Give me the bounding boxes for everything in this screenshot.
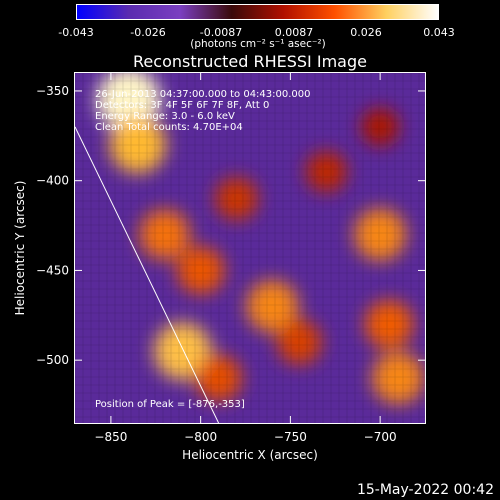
- colorbar-tick-label: 0.0087: [274, 26, 314, 39]
- emission-source: [195, 354, 242, 402]
- chart-title: Reconstructed RHESSI Image: [133, 52, 367, 71]
- emission-source: [153, 322, 212, 380]
- emission-source: [305, 151, 347, 193]
- colorbar-tick-label: -0.043: [58, 26, 94, 39]
- colorbar-tick-label: 0.043: [423, 26, 455, 39]
- colorbar-tick-label: -0.0087: [199, 26, 243, 39]
- info-line: 26-Jun-2013 04:37:00.000 to 04:43:00.000: [95, 89, 311, 100]
- emission-source: [215, 177, 258, 220]
- colorbar: [76, 4, 439, 20]
- x-tick-label: −850: [94, 430, 127, 444]
- x-tick-label: −800: [184, 430, 217, 444]
- solar-limb-line: [75, 126, 220, 423]
- footer-date: 15-May-2022 00:42: [356, 482, 494, 498]
- y-tick-label: −450: [36, 263, 69, 277]
- x-tick-label: −750: [274, 430, 307, 444]
- colorbar-tick-label: 0.026: [350, 26, 382, 39]
- x-tick-label: −700: [364, 430, 397, 444]
- info-line: Energy Range: 3.0 - 6.0 keV: [95, 111, 235, 122]
- emission-source: [246, 280, 299, 333]
- emission-source: [361, 107, 400, 146]
- emission-source: [354, 208, 407, 261]
- info-line: Detectors: 3F 4F 5F 6F 7F 8F, Att 0: [95, 100, 269, 111]
- colorbar-tick-label: -0.026: [130, 26, 166, 39]
- emission-source: [177, 246, 225, 295]
- peak-position-label: Position of Peak = [-876,-353]: [95, 399, 245, 410]
- emission-source: [365, 300, 414, 349]
- x-axis-label: Heliocentric X (arcsec): [182, 448, 318, 462]
- emission-source: [96, 73, 161, 132]
- info-line: Clean Total counts: 4.70E+04: [95, 122, 243, 133]
- emission-source: [372, 352, 425, 405]
- plot-area: 26-Jun-2013 04:37:00.000 to 04:43:00.000…: [74, 72, 426, 424]
- heatmap-image: 26-Jun-2013 04:37:00.000 to 04:43:00.000…: [75, 73, 425, 423]
- colorbar-units-label: (photons cm⁻² s⁻¹ asec⁻²): [190, 38, 326, 50]
- emission-source: [139, 209, 190, 260]
- y-tick-label: −500: [36, 353, 69, 367]
- y-tick-label: −400: [36, 174, 69, 188]
- y-tick-label: −350: [36, 84, 69, 98]
- observation-info: 26-Jun-2013 04:37:00.000 to 04:43:00.000…: [95, 89, 311, 133]
- emission-source: [277, 319, 322, 365]
- y-axis-label: Heliocentric Y (arcsec): [13, 181, 27, 316]
- emission-source: [109, 116, 167, 174]
